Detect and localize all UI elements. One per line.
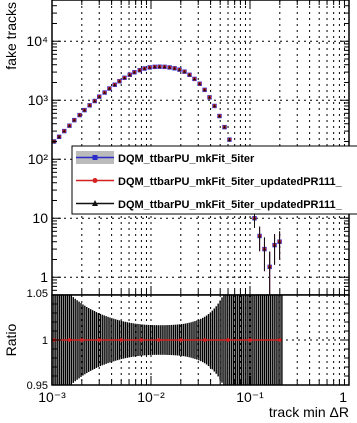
main-point-series-3: [113, 83, 117, 86]
main-point-series-3: [183, 70, 187, 73]
ratio-y-tick-label: 0.95: [27, 380, 48, 392]
main-point-series-3: [218, 114, 222, 118]
main-point-series-3: [128, 73, 132, 76]
main-point-series-3: [208, 95, 212, 99]
main-point-series-3: [177, 68, 181, 71]
main-point-series-3: [192, 77, 196, 81]
main-y-tick-label: 1: [40, 269, 48, 285]
ratio-point: [278, 338, 282, 342]
main-point-series-3: [97, 95, 101, 98]
main-point-series-3: [252, 216, 256, 220]
main-point-series-3: [132, 70, 136, 74]
main-y-ticks: 1 10 10² 10³ 10⁴: [26, 33, 48, 285]
ratio-x-tick-label: 1: [339, 389, 347, 405]
main-point-series-3: [72, 118, 76, 122]
ratio-data: [52, 338, 282, 342]
main-point-series-3: [163, 65, 167, 69]
main-point-series-3: [168, 65, 172, 69]
ratio-y-tick-label: 1: [42, 335, 48, 347]
main-point-series-3: [273, 243, 277, 247]
ratio-y-axis-label: Ratio: [3, 323, 19, 356]
main-point-series-3: [78, 113, 82, 117]
main-point-series-3: [223, 125, 227, 129]
main-point-series-3: [143, 66, 147, 70]
main-y-tick-label: 10³: [28, 92, 49, 108]
legend-entry-2: DQM_ttbarPU_mkFit_5iter_updatedPR111_: [76, 176, 343, 188]
ratio-axes: [51, 294, 350, 386]
main-point-series-3: [262, 247, 266, 251]
main-point-series-3: [203, 88, 207, 92]
legend-box: [71, 145, 357, 215]
main-point-series-3: [93, 99, 97, 103]
main-point-series-3: [198, 82, 202, 85]
main-point-series-3: [278, 240, 282, 243]
main-point-series-3: [148, 65, 152, 69]
ratio-point: [119, 338, 123, 342]
x-axis-label: track min ΔR: [269, 404, 349, 420]
main-point-series-3: [67, 124, 71, 127]
main-point-series-3: [173, 66, 177, 70]
ratio-y-tick-label: 1.05: [27, 288, 48, 300]
ratio-point: [139, 338, 144, 342]
legend-marker-2: [92, 178, 98, 183]
main-y-axis-label: fake tracks: [3, 2, 19, 70]
main-point-series-3: [258, 234, 262, 238]
ratio-x-tick-label: 10⁻¹: [236, 389, 264, 405]
ratio-y-ticks: 0.95 1 1.05: [27, 288, 48, 392]
ratio-point: [203, 338, 207, 342]
legend-marker-1: [92, 155, 98, 160]
legend: DQM_ttbarPU_mkFit_5iter DQM_ttbarPU_mkFi…: [71, 145, 357, 215]
ratio-point: [248, 338, 252, 342]
ratio-point: [67, 338, 72, 342]
main-y-tick-label: 10⁴: [26, 33, 48, 49]
ratio-point: [226, 338, 230, 342]
main-point-series-3: [227, 138, 231, 141]
ratio-panel: 0.95 1 1.05 10⁻³ 10⁻² 10⁻¹ 1 Ratio track min …: [3, 288, 350, 420]
legend-label-1: DQM_ttbarPU_mkFit_5iter: [118, 153, 255, 165]
main-point-series-3: [158, 65, 162, 68]
legend-marker-3: [92, 200, 98, 206]
main-y-tick-label: 10: [32, 210, 48, 226]
main-point-series-3: [188, 73, 192, 76]
main-point-series-3: [153, 65, 157, 69]
ratio-x-tick-label: 10⁻²: [137, 389, 165, 405]
main-point-series-3: [268, 265, 272, 269]
main-point-series-3: [83, 108, 87, 112]
ratio-point: [179, 338, 183, 342]
legend-entry-3: DQM_ttbarPU_mkFit_5iter_updatedPR111_: [76, 199, 343, 211]
ratio-point: [97, 338, 102, 342]
legend-label-3: DQM_ttbarPU_mkFit_5iter_updatedPR111_: [118, 199, 343, 211]
main-point-series-3: [107, 86, 111, 90]
main-point-series-3: [103, 90, 107, 94]
main-point-series-3: [62, 129, 66, 133]
main-point-series-3: [213, 104, 217, 108]
main-point-series-3: [117, 79, 121, 83]
legend-entry-1: DQM_ttbarPU_mkFit_5iter: [76, 151, 255, 165]
main-point-series-3: [57, 135, 61, 139]
main-point-series-3: [123, 76, 127, 80]
main-point-series-3: [138, 68, 142, 72]
ratio-x-ticks: 10⁻³ 10⁻² 10⁻¹ 1: [38, 389, 347, 405]
ratio-point: [157, 338, 161, 342]
main-point-series-3: [88, 103, 92, 107]
main-y-tick-label: 10²: [28, 151, 49, 167]
ratio-point: [80, 338, 84, 342]
legend-label-2: DQM_ttbarPU_mkFit_5iter_updatedPR111_: [118, 176, 343, 188]
ratio-x-tick-label: 10⁻³: [38, 389, 66, 405]
